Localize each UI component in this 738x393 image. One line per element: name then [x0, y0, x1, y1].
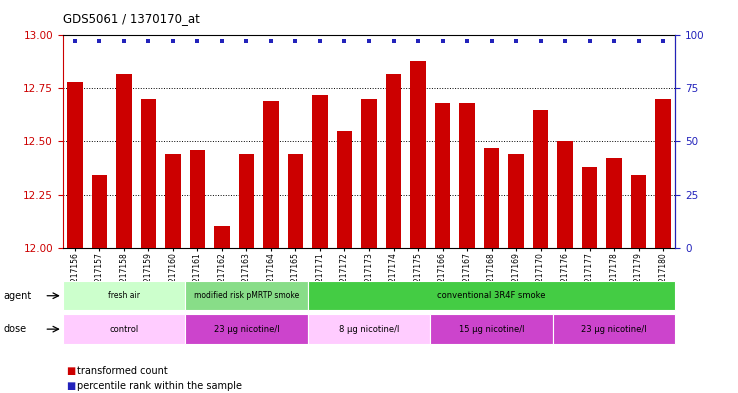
Bar — [459, 103, 475, 248]
Text: 23 μg nicotine/l: 23 μg nicotine/l — [582, 325, 646, 334]
Bar — [63, 281, 185, 310]
Bar — [185, 281, 308, 310]
Text: conventional 3R4F smoke: conventional 3R4F smoke — [437, 291, 546, 300]
Bar — [312, 95, 328, 248]
Bar — [190, 150, 205, 248]
Text: percentile rank within the sample: percentile rank within the sample — [77, 381, 243, 391]
Text: control: control — [109, 325, 139, 334]
Bar — [557, 141, 573, 248]
Bar — [214, 226, 230, 248]
Bar — [263, 101, 279, 248]
Text: 23 μg nicotine/l: 23 μg nicotine/l — [214, 325, 279, 334]
Text: 15 μg nicotine/l: 15 μg nicotine/l — [459, 325, 524, 334]
Text: ■: ■ — [66, 366, 76, 376]
Text: transformed count: transformed count — [77, 366, 168, 376]
Bar — [435, 103, 450, 248]
Bar — [430, 314, 553, 344]
Bar — [553, 314, 675, 344]
Text: modified risk pMRTP smoke: modified risk pMRTP smoke — [194, 291, 299, 300]
Text: ■: ■ — [66, 381, 76, 391]
Bar — [308, 281, 675, 310]
Bar — [533, 110, 548, 248]
Bar — [385, 73, 401, 248]
Bar — [67, 82, 83, 248]
Bar — [238, 154, 255, 248]
Bar — [508, 154, 524, 248]
Bar — [483, 148, 500, 248]
Bar — [165, 154, 181, 248]
Text: dose: dose — [4, 324, 27, 334]
Bar — [582, 167, 598, 248]
Bar — [288, 154, 303, 248]
Bar — [655, 99, 671, 248]
Bar — [410, 61, 426, 248]
Text: GDS5061 / 1370170_at: GDS5061 / 1370170_at — [63, 12, 199, 25]
Bar — [116, 73, 132, 248]
Bar — [140, 99, 156, 248]
Text: 8 μg nicotine/l: 8 μg nicotine/l — [339, 325, 399, 334]
Bar — [63, 314, 185, 344]
Bar — [361, 99, 377, 248]
Bar — [337, 131, 353, 248]
Text: agent: agent — [4, 291, 32, 301]
Bar — [92, 175, 108, 248]
Bar — [630, 175, 646, 248]
Bar — [308, 314, 430, 344]
Bar — [185, 314, 308, 344]
Bar — [606, 158, 622, 248]
Text: fresh air: fresh air — [108, 291, 140, 300]
